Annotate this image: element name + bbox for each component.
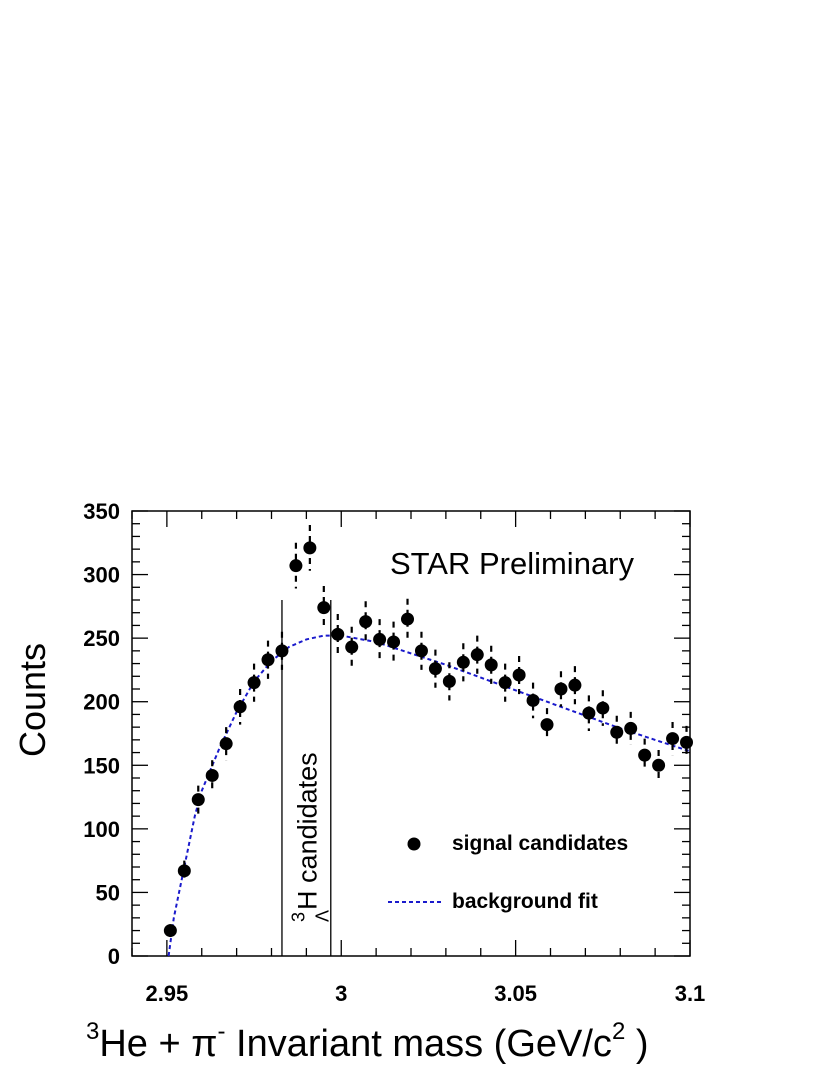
y-axis-title: Counts xyxy=(12,643,53,757)
x-axis-title: 3He + π- Invariant mass (GeV/c2 ) xyxy=(86,1018,649,1065)
data-point xyxy=(568,678,582,692)
legend-marker-signal xyxy=(407,837,421,851)
data-point xyxy=(373,632,387,646)
data-point xyxy=(498,676,512,690)
x-axis-title-sup3: 2 xyxy=(612,1018,625,1045)
y-tick-label: 100 xyxy=(83,817,120,842)
fit-layer xyxy=(167,634,691,957)
data-point xyxy=(387,635,401,649)
data-point xyxy=(428,662,442,676)
y-tick-label: 250 xyxy=(83,626,120,651)
data-point xyxy=(303,541,317,555)
x-tick-label: 3.1 xyxy=(675,981,706,1006)
legend: signal candidates background fit xyxy=(388,832,628,913)
data-point xyxy=(261,653,275,667)
data-point xyxy=(512,668,526,682)
star-preliminary-annotation: STAR Preliminary xyxy=(390,546,635,581)
data-point xyxy=(596,701,610,715)
data-point xyxy=(331,627,345,641)
data-point xyxy=(401,612,415,626)
points-layer xyxy=(163,524,694,938)
x-tick-label: 3.05 xyxy=(494,981,537,1006)
signal-window-label-sup: 3 xyxy=(288,912,308,922)
data-point xyxy=(666,732,680,746)
data-point xyxy=(638,748,652,762)
data-point xyxy=(414,644,428,658)
data-point xyxy=(624,721,638,735)
x-tick-label: 3 xyxy=(335,981,347,1006)
y-tick-label: 200 xyxy=(83,690,120,715)
x-axis-title-part3: ) xyxy=(625,1023,648,1065)
y-tick-label: 350 xyxy=(83,499,120,524)
background-fit-line xyxy=(167,634,691,957)
y-tick-label: 150 xyxy=(83,753,120,778)
legend-label-signal: signal candidates xyxy=(452,832,628,855)
y-tick-label: 50 xyxy=(96,880,120,905)
data-point xyxy=(205,768,219,782)
data-point xyxy=(275,644,289,658)
signal-window-label: 3 ΛH candidates xyxy=(288,752,332,922)
data-point xyxy=(484,658,498,672)
data-point xyxy=(470,648,484,662)
data-point xyxy=(582,706,596,720)
legend-label-fit: background fit xyxy=(452,890,598,913)
data-point xyxy=(554,682,568,696)
data-point xyxy=(540,718,554,732)
data-point xyxy=(247,676,261,690)
signal-window-label-main: H candidates xyxy=(292,752,322,910)
x-axis-title-part1: He + π xyxy=(99,1023,217,1065)
data-point xyxy=(191,793,205,807)
data-point xyxy=(177,864,191,878)
data-point xyxy=(526,693,540,707)
x-axis-title-sup2: - xyxy=(217,1018,225,1045)
tick-labels: 0 50 100 150 200 250 300 350 2.95 3 3.05 3.1 xyxy=(83,499,705,1006)
data-point xyxy=(219,737,233,751)
data-point xyxy=(163,924,177,938)
signal-window: 3 ΛH candidates xyxy=(281,600,332,956)
data-point xyxy=(680,735,694,749)
data-point xyxy=(359,615,373,629)
y-tick-label: 0 xyxy=(108,944,120,969)
x-tick-label: 2.95 xyxy=(145,981,188,1006)
data-point xyxy=(317,601,331,615)
data-point xyxy=(652,758,666,772)
data-point xyxy=(289,559,303,573)
x-axis-title-part2: Invariant mass (GeV/c xyxy=(225,1023,611,1065)
data-point xyxy=(442,674,456,688)
data-point xyxy=(456,655,470,669)
y-tick-label: 300 xyxy=(83,563,120,588)
data-point xyxy=(233,700,247,714)
data-point xyxy=(345,640,359,654)
data-point xyxy=(610,725,624,739)
x-axis-title-sup1: 3 xyxy=(86,1018,99,1045)
signal-window-label-sub: Λ xyxy=(312,910,332,922)
